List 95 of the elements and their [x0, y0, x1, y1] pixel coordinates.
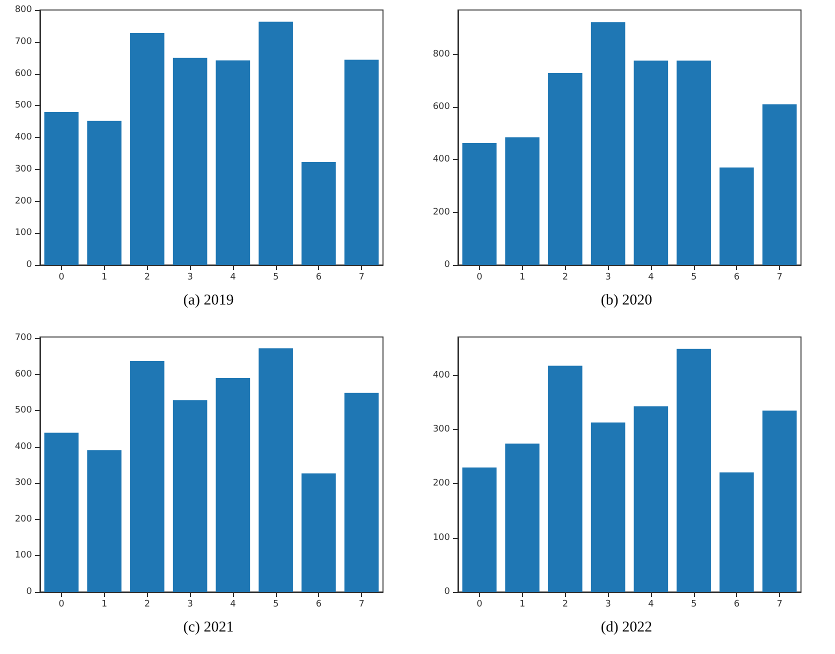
x-tick-label: 6	[734, 272, 740, 282]
bar	[216, 378, 250, 592]
bar	[762, 410, 797, 592]
bar	[302, 473, 336, 592]
bar	[590, 422, 626, 592]
y-tick-label: 400	[14, 132, 32, 142]
x-tick-label: 7	[776, 272, 782, 282]
x-tick-label: 7	[776, 600, 782, 610]
x-tick-label: 0	[58, 272, 65, 282]
y-tick-label: 600	[14, 68, 32, 79]
y-tick-label: 400	[14, 442, 32, 452]
y-tick-label: 0	[444, 587, 450, 597]
bar	[44, 112, 79, 265]
bar	[130, 32, 164, 265]
text: (d) 2022	[600, 620, 652, 636]
x-tick-label: 6	[734, 600, 740, 610]
y-tick-label: 600	[432, 102, 450, 112]
x-tick-label: 4	[230, 272, 236, 282]
bar	[172, 58, 208, 265]
x-tick-label: 1	[101, 272, 108, 282]
bar	[258, 22, 293, 265]
bar	[344, 392, 379, 592]
bar	[505, 444, 540, 592]
y-tick-label: 200	[14, 196, 32, 206]
bar	[548, 72, 582, 265]
x-tick-label: 3	[605, 272, 611, 282]
bar	[216, 60, 250, 265]
x-tick-label: 2	[144, 600, 150, 610]
y-tick-label: 200	[432, 478, 450, 489]
bar	[505, 137, 540, 265]
x-tick-label: 7	[358, 600, 364, 610]
y-tick-label: 800	[432, 49, 450, 60]
bar	[676, 348, 711, 592]
text: (a) 2019	[183, 292, 234, 308]
x-tick-label: 3	[187, 600, 193, 610]
y-tick-label: 0	[26, 587, 32, 597]
x-tick-label: 1	[519, 272, 526, 282]
x-tick-label: 1	[519, 600, 526, 610]
y-tick-label: 300	[432, 424, 450, 435]
x-tick-label: 2	[562, 272, 568, 282]
x-tick-label: 5	[690, 272, 697, 282]
x-tick-label: 6	[316, 272, 322, 282]
y-tick-label: 600	[14, 369, 32, 380]
x-tick-label: 1	[101, 600, 108, 610]
bar	[720, 472, 754, 592]
x-tick-label: 3	[605, 600, 611, 610]
x-tick-label: 7	[358, 272, 364, 282]
x-tick-label: 2	[144, 272, 150, 282]
y-tick-label: 300	[14, 478, 32, 488]
y-tick-label: 500	[14, 100, 32, 111]
x-tick-label: 4	[648, 272, 654, 282]
bar	[44, 432, 79, 592]
bar	[720, 168, 754, 265]
x-tick-label: 0	[476, 600, 483, 610]
bar	[344, 60, 379, 265]
y-tick-label: 0	[26, 260, 32, 270]
y-tick-label: 100	[14, 228, 32, 238]
bar	[302, 162, 336, 265]
bar	[87, 120, 122, 265]
bar	[172, 400, 208, 592]
x-tick-label: 4	[230, 600, 236, 610]
x-tick-label: 2	[562, 600, 568, 610]
y-tick-label: 400	[432, 154, 450, 165]
y-tick-label: 400	[432, 370, 450, 380]
y-tick-label: 300	[14, 164, 32, 174]
y-tick-label: 500	[14, 406, 32, 416]
x-tick-label: 0	[476, 272, 483, 282]
bar	[634, 60, 668, 265]
x-tick-label: 5	[690, 600, 697, 610]
bar	[634, 406, 668, 592]
y-tick-label: 100	[14, 550, 32, 561]
x-tick-label: 6	[316, 600, 322, 610]
y-tick-label: 700	[14, 36, 32, 47]
y-tick-label: 800	[14, 5, 32, 15]
x-tick-label: 3	[187, 272, 193, 282]
y-tick-label: 200	[14, 514, 32, 524]
bar	[87, 450, 122, 592]
bar	[548, 366, 582, 592]
bar	[590, 22, 626, 265]
y-tick-label: 100	[432, 532, 450, 543]
x-tick-label: 0	[58, 600, 65, 610]
bar	[762, 104, 797, 265]
bar	[462, 467, 497, 592]
y-tick-label: 0	[444, 260, 450, 270]
bar	[130, 360, 164, 592]
x-tick-label: 5	[272, 600, 279, 610]
bar	[258, 348, 293, 592]
text: (c) 2021	[183, 620, 234, 636]
bar	[462, 143, 497, 265]
y-tick-label: 200	[432, 207, 450, 218]
x-tick-label: 5	[272, 272, 279, 282]
bar	[676, 60, 711, 265]
text: (b) 2020	[600, 292, 652, 308]
x-tick-label: 4	[648, 600, 654, 610]
y-tick-label: 700	[14, 333, 32, 344]
